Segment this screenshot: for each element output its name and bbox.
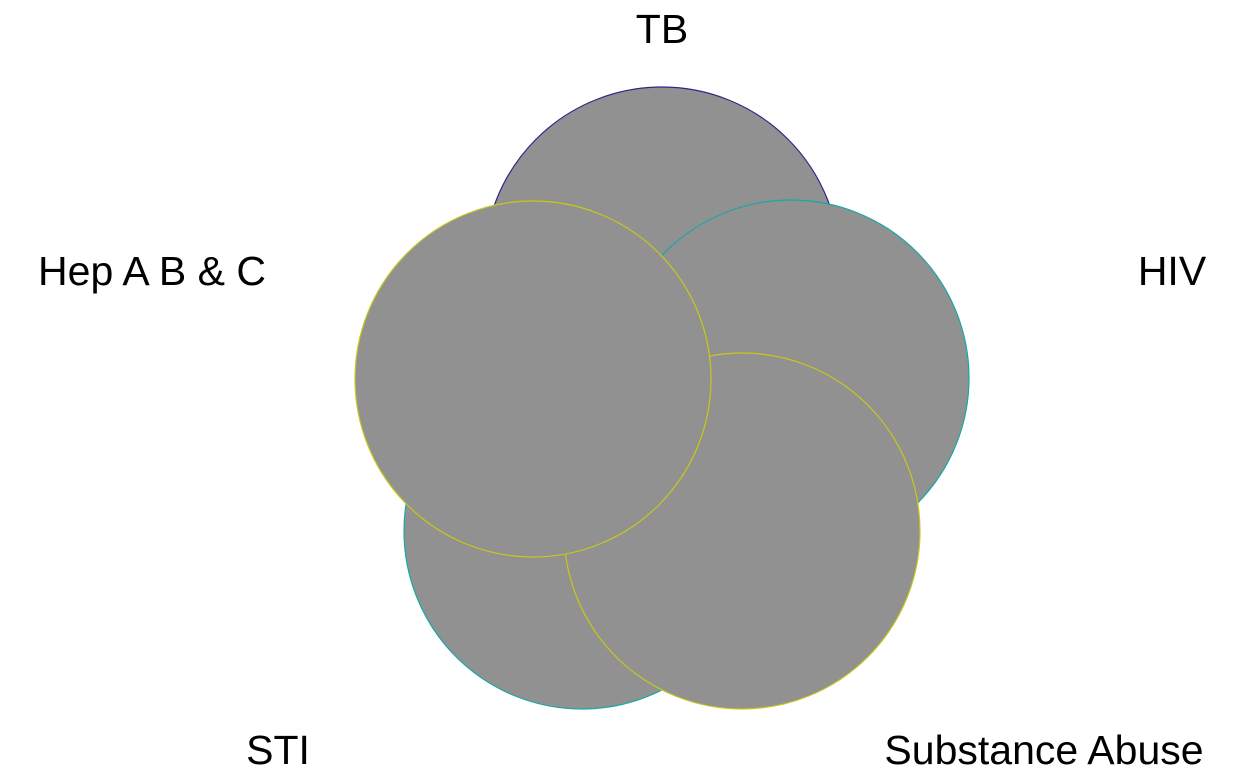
label-tb: TB bbox=[636, 6, 688, 52]
circle-hep bbox=[354, 200, 712, 558]
label-sti: STI bbox=[246, 727, 310, 772]
label-substance-abuse: Substance Abuse bbox=[884, 727, 1203, 772]
label-hiv: HIV bbox=[1138, 248, 1207, 294]
label-hep: Hep A B & C bbox=[38, 248, 266, 294]
